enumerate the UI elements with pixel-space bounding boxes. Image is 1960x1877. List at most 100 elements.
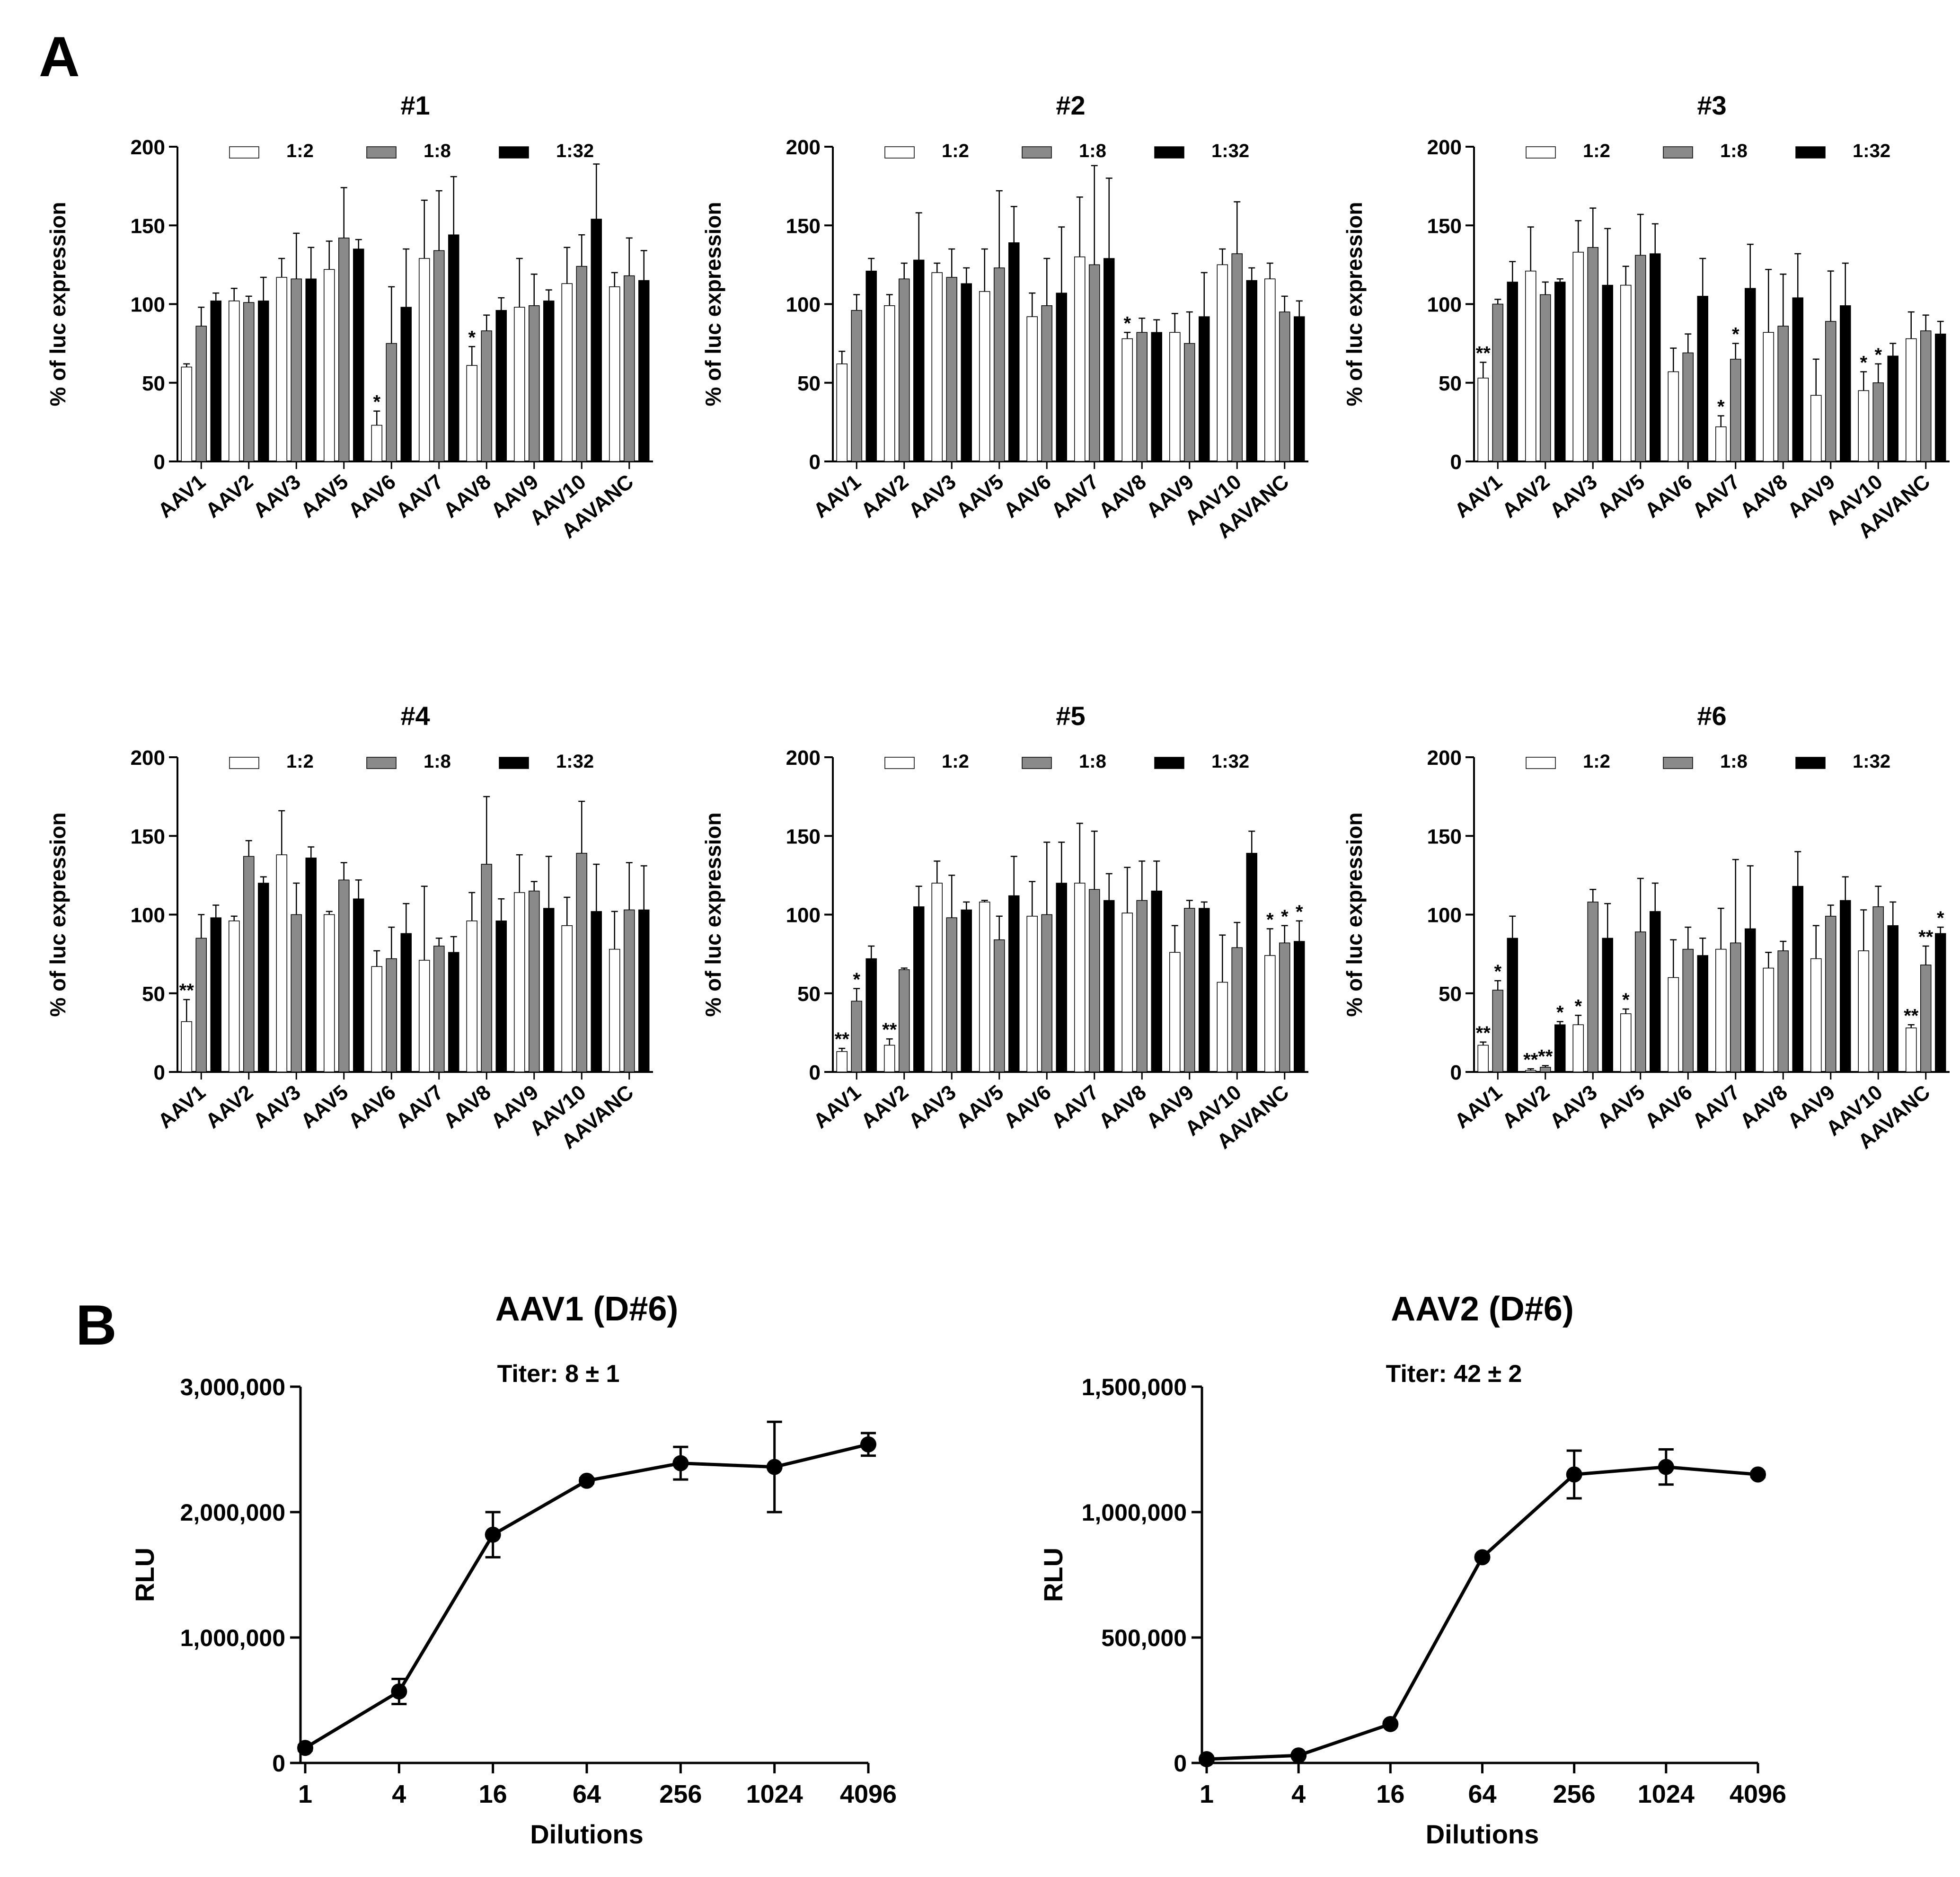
x-tick-label: AAV6 <box>1641 470 1697 522</box>
bar <box>1587 902 1598 1072</box>
y-axis-label: % of luc expression <box>1342 202 1367 406</box>
data-point <box>297 1740 313 1756</box>
bar <box>979 902 990 1072</box>
y-axis-label: RLU <box>1038 1548 1068 1602</box>
bar <box>400 307 412 462</box>
bar <box>324 914 335 1072</box>
x-tick-label: 16 <box>479 1780 507 1808</box>
y-tick-label: 50 <box>797 372 821 395</box>
significance-marker: * <box>1556 1002 1564 1023</box>
bar <box>1121 338 1133 462</box>
x-tick-label: 4096 <box>840 1780 897 1808</box>
bar <box>305 858 317 1072</box>
chart-title: #3 <box>1697 90 1726 120</box>
legend-label: 1:8 <box>1079 751 1106 772</box>
legend-swatch <box>884 146 915 159</box>
bar <box>466 921 477 1072</box>
x-tick-label: 4 <box>392 1780 406 1808</box>
y-tick-label: 50 <box>142 983 165 1006</box>
bar <box>1682 948 1694 1072</box>
bar <box>624 909 635 1072</box>
y-tick-label: 0 <box>1174 1750 1187 1777</box>
bar <box>400 933 412 1072</box>
y-tick-label: 150 <box>131 825 165 848</box>
bar <box>1074 883 1086 1072</box>
bar <box>609 286 620 462</box>
data-point <box>1199 1751 1215 1768</box>
x-tick-label: AAV1 <box>1450 470 1507 522</box>
y-tick-label: 50 <box>797 983 821 1006</box>
bar-chart-2: #2 0 50 100 150 200 % of luc expression 1:2 1:8 1… <box>701 90 1308 543</box>
data-point <box>860 1436 876 1452</box>
data-line <box>1206 1465 1758 1761</box>
bar <box>1887 925 1898 1072</box>
y-axis-label: % of luc expression <box>701 202 725 406</box>
significance-marker: * <box>1622 990 1630 1010</box>
significance-marker: * <box>1266 909 1274 930</box>
data-point <box>1658 1459 1674 1475</box>
bar <box>913 259 925 462</box>
x-tick-label: AAV6 <box>999 1080 1056 1133</box>
bar <box>258 301 269 462</box>
bar <box>1668 371 1679 462</box>
bar <box>1858 950 1869 1072</box>
bar <box>1763 332 1774 462</box>
y-tick-label: 50 <box>142 372 165 395</box>
x-tick-label: AAV5 <box>952 470 1008 522</box>
bar <box>386 343 397 462</box>
bar <box>229 301 240 462</box>
legend-label: 1:32 <box>1853 141 1890 161</box>
bar <box>1730 359 1741 462</box>
x-tick-label: AAV7 <box>391 470 448 522</box>
y-axis-label: RLU <box>130 1548 159 1602</box>
x-tick-label: AAV8 <box>1736 470 1792 522</box>
y-tick-label: 100 <box>1427 904 1462 927</box>
x-tick-label: 1024 <box>746 1780 803 1808</box>
bar <box>1169 332 1181 462</box>
bar <box>1602 938 1613 1072</box>
bar <box>576 853 587 1072</box>
bar <box>419 960 430 1072</box>
data-point <box>1750 1466 1766 1483</box>
significance-marker: ** <box>1523 1049 1538 1070</box>
bar <box>1026 316 1038 462</box>
x-tick-label: AAV6 <box>999 470 1056 522</box>
x-tick-label: AAV3 <box>904 470 961 522</box>
x-tick-label: AAV1 <box>1450 1080 1507 1133</box>
bar <box>561 283 573 462</box>
x-tick-label: AAV3 <box>1545 1080 1602 1133</box>
x-tick-label: 4096 <box>1730 1780 1786 1808</box>
bar <box>591 911 602 1072</box>
line-chart-aav2: AAV2 (D#6) Titer: 42 ± 2 0 500,000 1,000,000… <box>1038 1292 1786 1849</box>
significance-marker: * <box>1281 906 1289 927</box>
bar <box>305 278 317 462</box>
bar <box>946 917 957 1072</box>
legend-swatch <box>1795 146 1826 159</box>
bar <box>1231 947 1243 1072</box>
y-tick-label: 200 <box>786 746 821 770</box>
data-point <box>1290 1747 1307 1764</box>
bar <box>1507 938 1518 1072</box>
chart-title: AAV2 (D#6) <box>1391 1292 1574 1328</box>
legend-label: 1:32 <box>1211 141 1249 161</box>
bar <box>1777 326 1789 462</box>
y-tick-label: 200 <box>131 136 165 159</box>
bar-chart-3: #3 0 50 100 150 200 % of luc expression 1:2 1:8 1… <box>1342 90 1950 543</box>
chart-title: #6 <box>1697 701 1726 731</box>
bar <box>1151 890 1162 1072</box>
x-tick-label: AAV2 <box>856 470 913 522</box>
bar <box>1217 264 1228 462</box>
legend-swatch <box>1526 146 1556 159</box>
bar <box>1008 895 1020 1072</box>
bar <box>638 909 650 1072</box>
x-tick-label: 1 <box>1200 1780 1214 1808</box>
bar <box>243 856 255 1072</box>
bar <box>1825 321 1836 462</box>
bar <box>291 914 302 1072</box>
data-line <box>304 1443 869 1750</box>
bar <box>514 892 525 1072</box>
bar <box>258 883 269 1072</box>
bar <box>1745 928 1756 1072</box>
bar <box>1056 883 1067 1072</box>
bar <box>1089 889 1100 1072</box>
